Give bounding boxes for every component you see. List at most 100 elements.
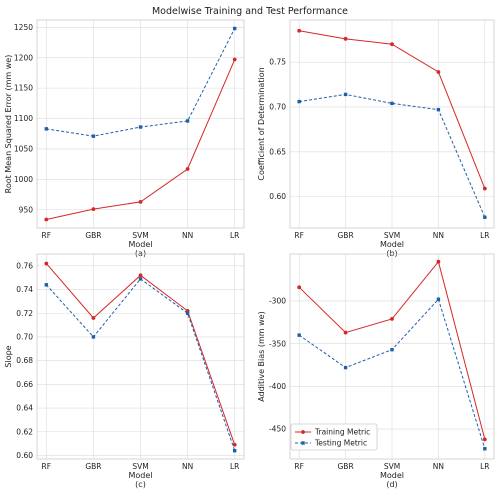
testing-point-a: [44, 127, 49, 131]
y-tick-label-d: -400: [269, 382, 286, 391]
y-tick-label-c: 0.64: [16, 404, 33, 413]
x-tick-label-b: RF: [294, 231, 304, 240]
x-tick-label-a: SVM: [132, 231, 148, 240]
panel-letter-d: (d): [386, 480, 397, 489]
x-tick-label-a: LR: [230, 231, 239, 240]
training-point-d: [436, 259, 441, 264]
training-point-a: [44, 217, 49, 222]
x-tick-label-c: LR: [230, 462, 239, 471]
panel-b: RF GBR SVM NN LR 0.60 0.65 0.70 0.75 Model(b) Coef…: [257, 19, 495, 258]
testing-point-b: [343, 92, 348, 97]
training-point-a: [185, 167, 190, 171]
y-tick-label-c: 0.70: [16, 333, 33, 342]
training-point-c: [138, 273, 143, 278]
y-tick-label-a: 1150: [14, 84, 33, 93]
testing-point-a: [185, 119, 190, 123]
training-point-b: [482, 186, 487, 191]
x-tick-label-d: NN: [433, 462, 444, 471]
x-axis-label-a: Model: [128, 240, 152, 249]
panel-letter-a: (a): [135, 249, 146, 258]
training-point-b: [297, 28, 302, 33]
testing-series-line-b: [299, 93, 486, 218]
training-point-b: [343, 36, 348, 41]
plot-frame-b: [289, 19, 495, 229]
x-tick-label-a: NN: [182, 231, 193, 240]
panel-letter-b: (b): [386, 249, 397, 258]
y-tick-label-d: -300: [269, 297, 286, 306]
y-tick-label-d: -350: [269, 339, 286, 348]
legend-training-marker: [301, 430, 305, 434]
x-tick-label-c: RF: [42, 462, 52, 471]
y-tick-label-c: 0.66: [16, 380, 33, 389]
training-point-a: [232, 57, 237, 62]
x-tick-label-d: LR: [480, 462, 489, 471]
figure-title: Modelwise Training and Test Performance: [152, 6, 348, 17]
x-axis-label-d: Model: [380, 471, 404, 480]
y-tick-label-c: 0.76: [16, 261, 33, 270]
testing-point-c: [91, 335, 96, 339]
plot-frame-c: [36, 253, 245, 460]
y-axis-label-c: Slope: [4, 345, 13, 367]
x-tick-label-c: SVM: [132, 462, 148, 471]
testing-point-a: [91, 134, 96, 138]
training-point-d: [390, 317, 394, 321]
testing-point-d: [436, 297, 441, 301]
y-tick-label-a: 950: [19, 205, 34, 214]
training-point-c: [91, 316, 96, 320]
y-tick-label-a: 1000: [14, 175, 33, 184]
training-point-d: [482, 437, 487, 442]
y-tick-label-a: 1100: [14, 114, 33, 123]
x-tick-label-d: SVM: [384, 462, 400, 471]
y-axis-label-d: Additive Bias (mm we): [257, 311, 266, 401]
x-tick-label-b: LR: [480, 231, 489, 240]
x-tick-label-d: RF: [294, 462, 304, 471]
training-point-b: [436, 70, 441, 74]
legend-box: [290, 423, 378, 451]
x-tick-label-a: RF: [42, 231, 52, 240]
y-tick-label-d: -450: [269, 425, 286, 434]
panel-d: RF GBR SVM NN LR -450 -400 -350 -300 Model(d) Addi…: [257, 253, 495, 489]
testing-point-c: [138, 277, 143, 281]
y-tick-label-b: 0.70: [269, 103, 286, 112]
x-axis-label-b: Model: [380, 240, 404, 249]
testing-point-a: [138, 125, 143, 129]
legend-testing-label: Testing Metric: [314, 439, 367, 448]
testing-point-b: [483, 215, 487, 219]
y-axis-label-b: Coefficient of Determination: [257, 67, 266, 180]
testing-point-d: [483, 447, 487, 451]
y-tick-label-c: 0.62: [16, 427, 33, 436]
training-point-d: [343, 330, 348, 335]
x-tick-label-b: GBR: [338, 231, 354, 240]
y-tick-label-b: 0.65: [269, 147, 286, 156]
y-tick-label-c: 0.74: [16, 285, 33, 294]
x-axis-label-c: Model: [128, 471, 152, 480]
x-tick-label-a: GBR: [85, 231, 101, 240]
testing-point-d: [297, 333, 301, 337]
y-tick-label-a: 1200: [14, 53, 33, 62]
testing-point-d: [343, 365, 348, 370]
testing-point-b: [297, 99, 301, 104]
legend-training-label: Training Metric: [314, 428, 370, 437]
testing-point-c: [232, 449, 237, 453]
x-tick-label-b: NN: [433, 231, 444, 240]
x-tick-label-d: GBR: [338, 462, 354, 471]
plot-frame-a: [36, 19, 245, 229]
panel-c: RF GBR SVM NN LR 0.60 0.62 0.64 0.66 0.68 0.70 0.72…: [4, 253, 245, 489]
x-tick-label-c: NN: [182, 462, 193, 471]
y-tick-label-c: 0.68: [16, 356, 33, 365]
y-tick-label-a: 1250: [14, 23, 33, 32]
testing-point-c: [185, 311, 190, 315]
panel-a: RF GBR SVM NN LR 950 1000 1050 1100 1150 1200 1250 M…: [4, 19, 245, 258]
training-point-a: [138, 199, 143, 204]
testing-point-c: [44, 283, 49, 287]
training-point-c: [44, 261, 49, 266]
y-tick-label-b: 0.60: [269, 192, 286, 201]
testing-point-a: [232, 26, 237, 31]
y-tick-label-a: 1050: [14, 145, 33, 154]
testing-point-b: [436, 107, 441, 112]
plot-frame-d: [289, 253, 495, 460]
legend-testing-marker: [301, 441, 305, 445]
y-tick-label-c: 0.72: [16, 309, 33, 318]
